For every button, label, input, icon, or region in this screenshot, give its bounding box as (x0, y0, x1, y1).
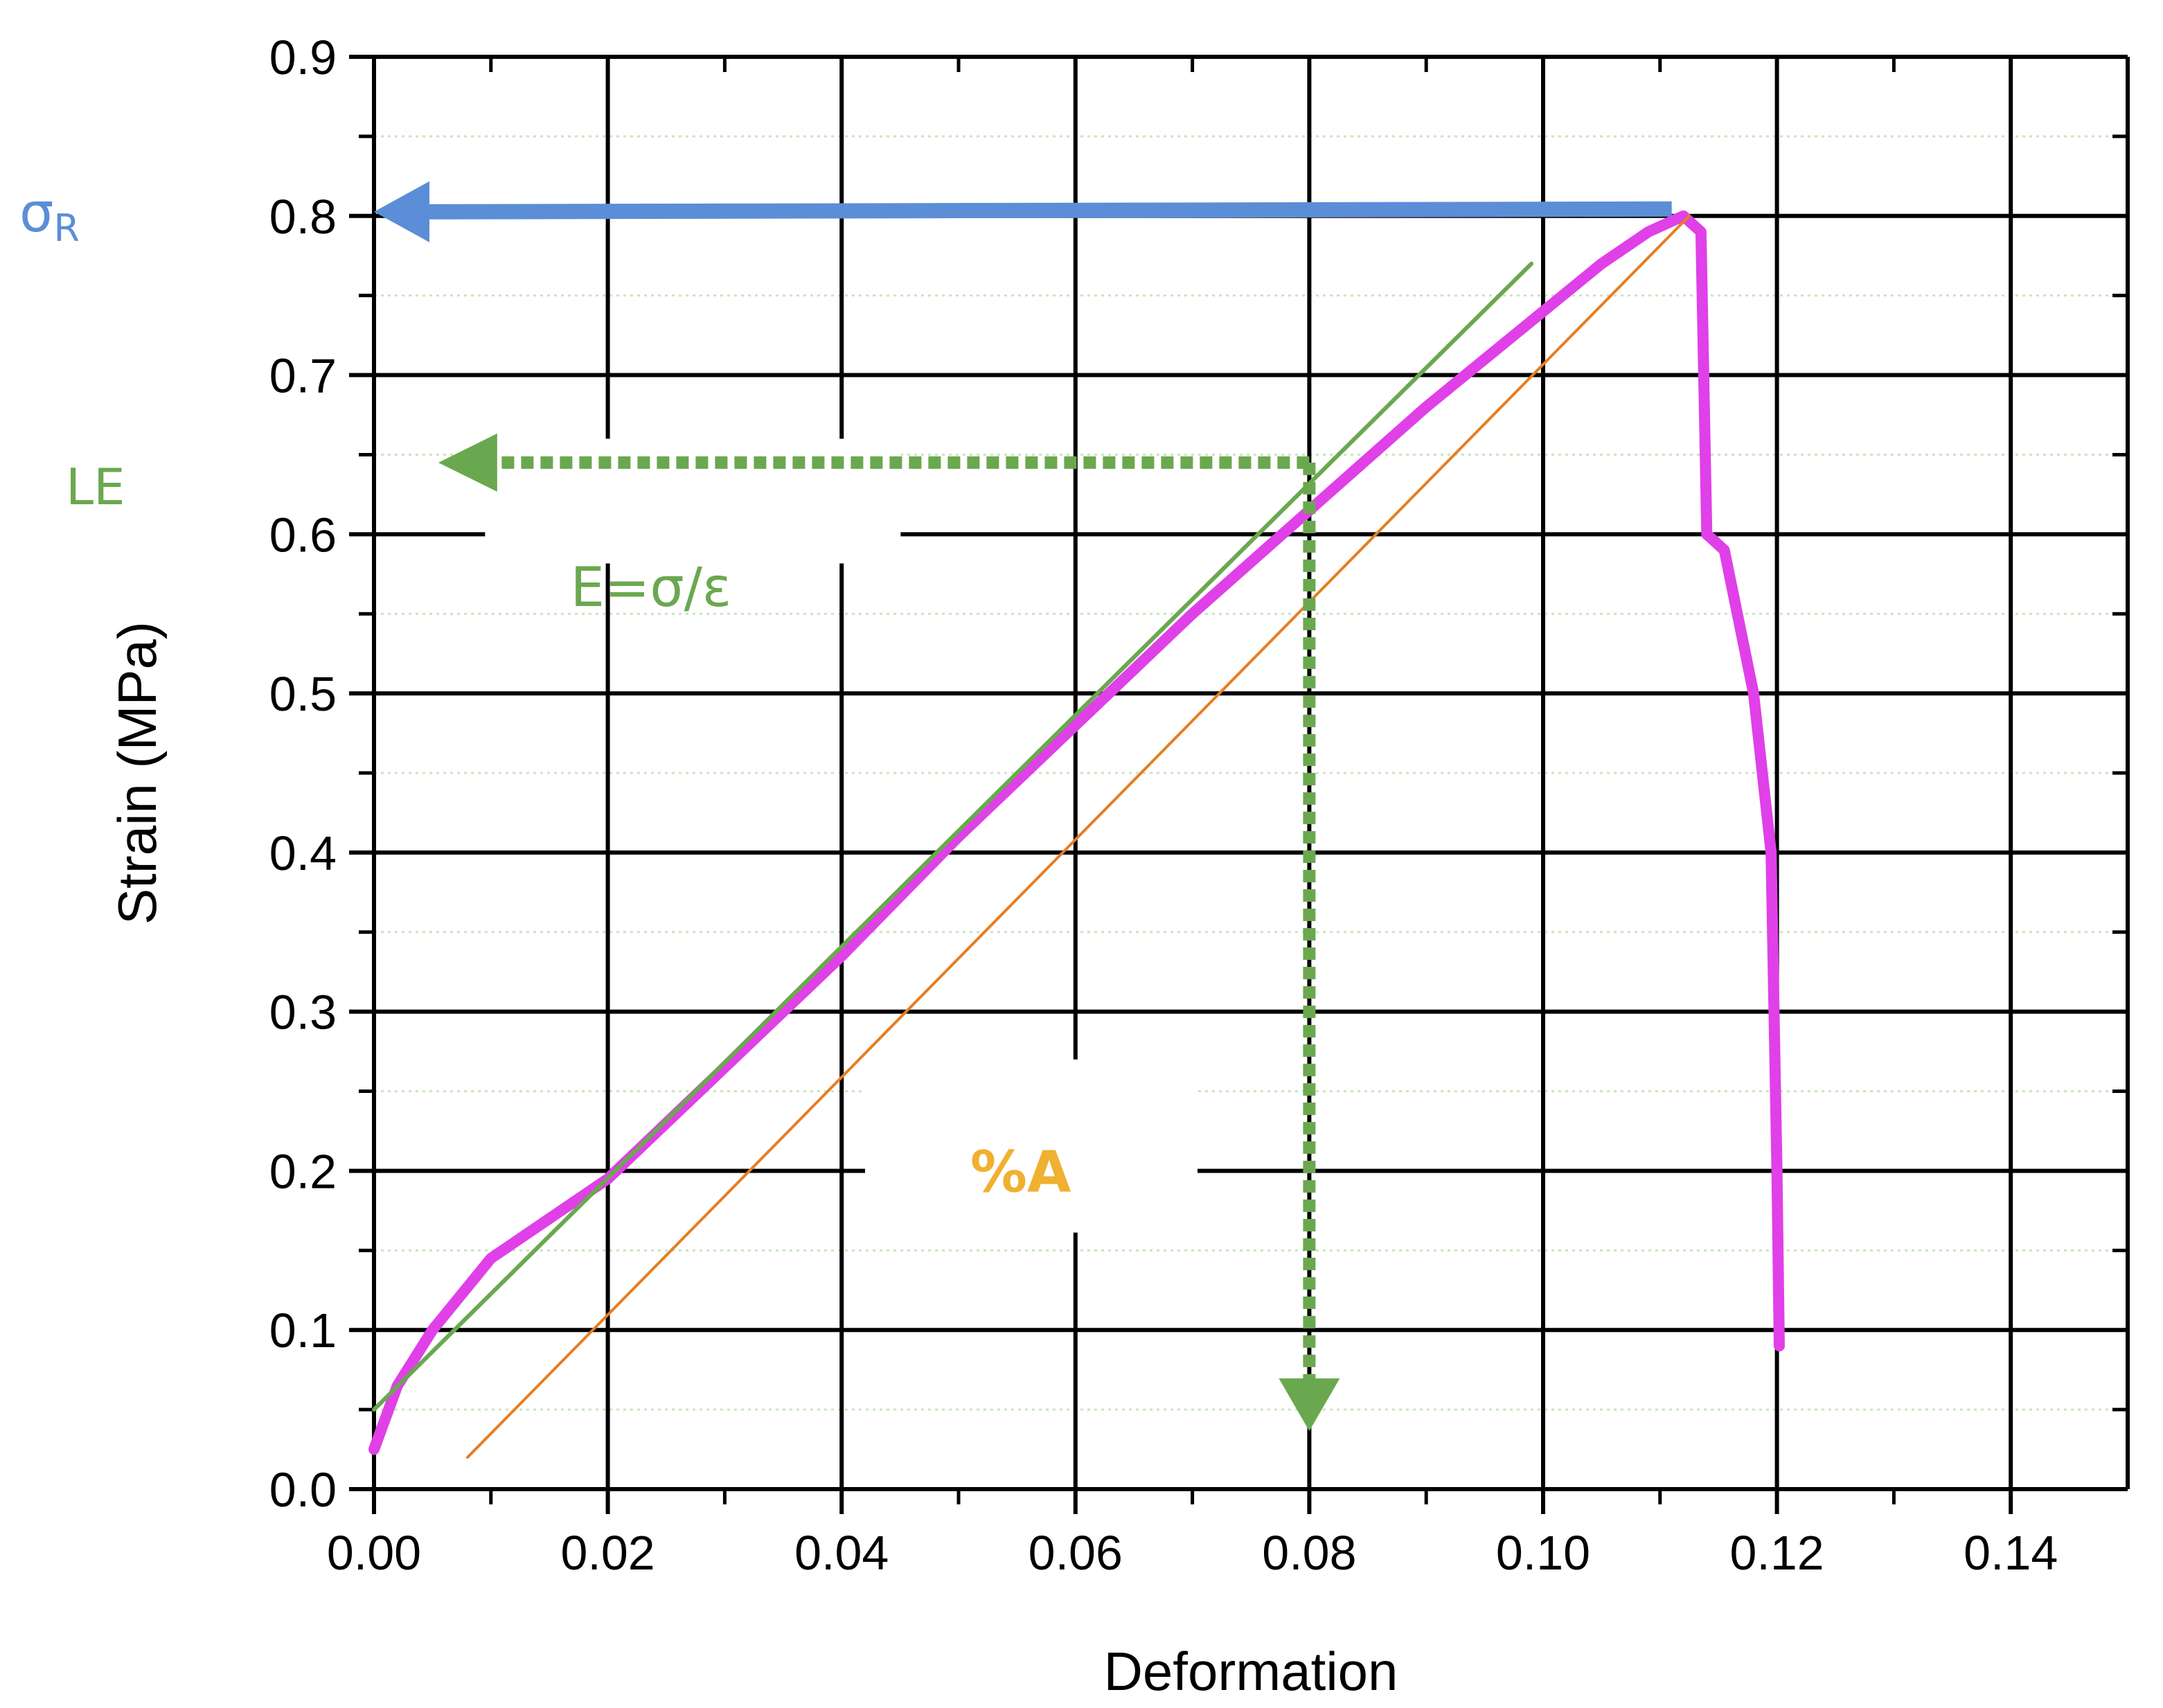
elongation-arrow-head (1279, 1378, 1340, 1432)
y-tick-label: 0.7 (269, 349, 337, 403)
le-arrow-head (438, 433, 497, 492)
modulus-label-background (485, 438, 901, 564)
sigma-r-arrow-shaft (429, 201, 1672, 220)
series-line-2 (372, 261, 1534, 1412)
x-tick-label: 0.08 (1262, 1526, 1356, 1580)
series-line-1 (368, 210, 1785, 1455)
x-tick-label: 0.00 (327, 1526, 421, 1580)
axis-ticks (349, 55, 2128, 1514)
series-layer (368, 210, 1785, 1459)
x-tick-label: 0.04 (794, 1526, 889, 1580)
y-axis-label: Strain (MPa) (107, 621, 168, 925)
x-tick-label: 0.12 (1729, 1526, 1824, 1580)
sigma-r-arrow-head (374, 181, 429, 242)
y-tick-label: 0.1 (269, 1304, 337, 1358)
grid (372, 55, 2130, 1491)
annotation-arrows (374, 181, 1672, 1432)
sigma-r-annotation: σR (19, 182, 80, 250)
y-tick-label: 0.6 (269, 508, 337, 562)
elongation-annotation: %A (970, 1139, 1071, 1205)
label-backgrounds (485, 438, 1198, 1233)
le-annotation: LE (66, 458, 125, 516)
modulus-annotation: E=σ/ε (571, 557, 732, 619)
y-tick-label: 0.4 (269, 826, 337, 880)
y-tick-label: 0.5 (269, 667, 337, 721)
text-layer: Deformation Strain (MPa) σR LE E=σ/ε %A … (19, 30, 2058, 1702)
sigma-subscript: R (53, 206, 80, 250)
x-tick-label: 0.10 (1496, 1526, 1590, 1580)
x-tick-label: 0.02 (560, 1526, 655, 1580)
y-tick-label: 0.8 (269, 190, 337, 244)
x-tick-label: 0.06 (1029, 1526, 1123, 1580)
x-tick-label: 0.14 (1964, 1526, 2058, 1580)
y-tick-label: 0.9 (269, 30, 337, 84)
series-line-3 (466, 214, 1691, 1459)
elongation-label-background (864, 1059, 1198, 1233)
x-axis-label: Deformation (1104, 1641, 1398, 1702)
y-tick-label: 0.3 (269, 986, 337, 1040)
y-tick-label: 0.2 (269, 1144, 337, 1198)
sigma-symbol: σ (19, 182, 53, 244)
y-tick-label: 0.0 (269, 1463, 337, 1517)
